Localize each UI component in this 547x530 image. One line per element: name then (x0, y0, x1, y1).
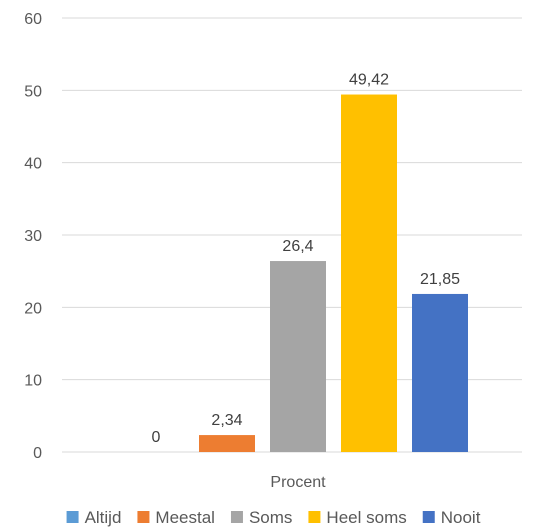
y-tick-label: 60 (24, 11, 42, 28)
legend-swatch (66, 511, 79, 523)
y-axis-tick-labels: 0 10 20 30 40 50 60 (24, 11, 42, 462)
legend-label: Soms (249, 508, 292, 527)
x-axis-label: Procent (270, 474, 326, 491)
data-label: 26,4 (282, 238, 313, 255)
y-tick-label: 50 (24, 83, 42, 100)
legend-swatch (137, 511, 150, 523)
legend-label: Nooit (441, 508, 481, 527)
bar-meestal (199, 435, 255, 452)
data-labels: 0 2,34 26,4 49,42 21,85 (152, 72, 461, 446)
legend-label: Heel soms (326, 508, 406, 527)
legend-swatch (230, 511, 243, 523)
bar-soms (270, 261, 326, 452)
bar-heel-soms (341, 94, 397, 453)
legend-label: Altijd (85, 508, 122, 527)
y-tick-label: 40 (24, 156, 42, 173)
legend-swatch (422, 511, 435, 523)
bar-nooit (412, 293, 468, 452)
data-label: 49,42 (349, 72, 389, 89)
data-label: 21,85 (420, 271, 460, 288)
legend: Altijd Meestal Soms Heel soms Nooit (66, 508, 481, 527)
y-tick-label: 20 (24, 300, 42, 317)
y-tick-label: 30 (24, 228, 42, 245)
legend-label: Meestal (155, 508, 215, 527)
bars (199, 94, 468, 453)
data-label: 0 (152, 429, 161, 446)
data-label: 2,34 (211, 412, 242, 429)
y-tick-label: 0 (33, 445, 42, 462)
legend-swatch (308, 511, 321, 523)
y-tick-label: 10 (24, 373, 42, 390)
